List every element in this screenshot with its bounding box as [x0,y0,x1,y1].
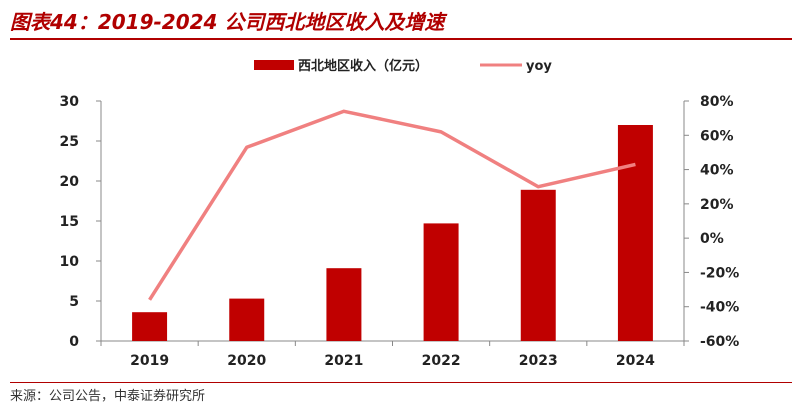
source-note: 来源：公司公告，中泰证券研究所 [10,389,206,404]
x-tick-label: 2022 [422,353,461,369]
x-tick-label: 2019 [130,353,169,369]
yoy-line [148,109,636,301]
y-right-tick-label: -60% [700,334,739,350]
x-tick-label: 2023 [519,353,558,369]
y-right-tick-label: 20% [700,197,734,213]
y-left-tick-label: 30 [60,94,80,110]
y-right-tick-label: 40% [700,163,734,179]
legend-bar-label: 西北地区收入（亿元） [298,58,428,74]
bar [423,223,459,341]
x-tick-label: 2020 [227,353,266,369]
legend-bar-swatch [254,60,294,70]
y-right-tick-label: -40% [700,300,739,316]
bar [326,268,362,341]
y-right-tick-label: 80% [700,94,734,110]
y-right-tick-label: -20% [700,265,739,281]
bar [132,312,168,341]
figure-title: 图表44：2019-2024 公司西北地区收入及增速 [10,10,445,34]
y-right-tick-label: 0% [700,231,724,247]
bar [617,125,653,341]
legend-line-label: yoy [526,59,552,74]
title-rule [10,38,792,40]
y-left-tick-label: 25 [60,134,79,150]
x-tick-label: 2021 [324,353,363,369]
bar [520,189,556,341]
y-left-tick-label: 0 [69,334,79,350]
revenue-growth-chart: 西北地区收入（亿元） yoy 0 5 10 15 20 25 30 -60% -40% -20% 0% 2… [60,58,740,369]
y-right-tick-label: 60% [700,128,734,144]
x-tick-label: 2024 [616,353,655,369]
source-rule [10,382,792,383]
y-left-tick-label: 10 [60,254,80,270]
y-left-tick-label: 5 [69,294,79,310]
y-left-tick-label: 15 [60,214,79,230]
bar [229,298,265,341]
y-left-tick-label: 20 [60,174,80,190]
